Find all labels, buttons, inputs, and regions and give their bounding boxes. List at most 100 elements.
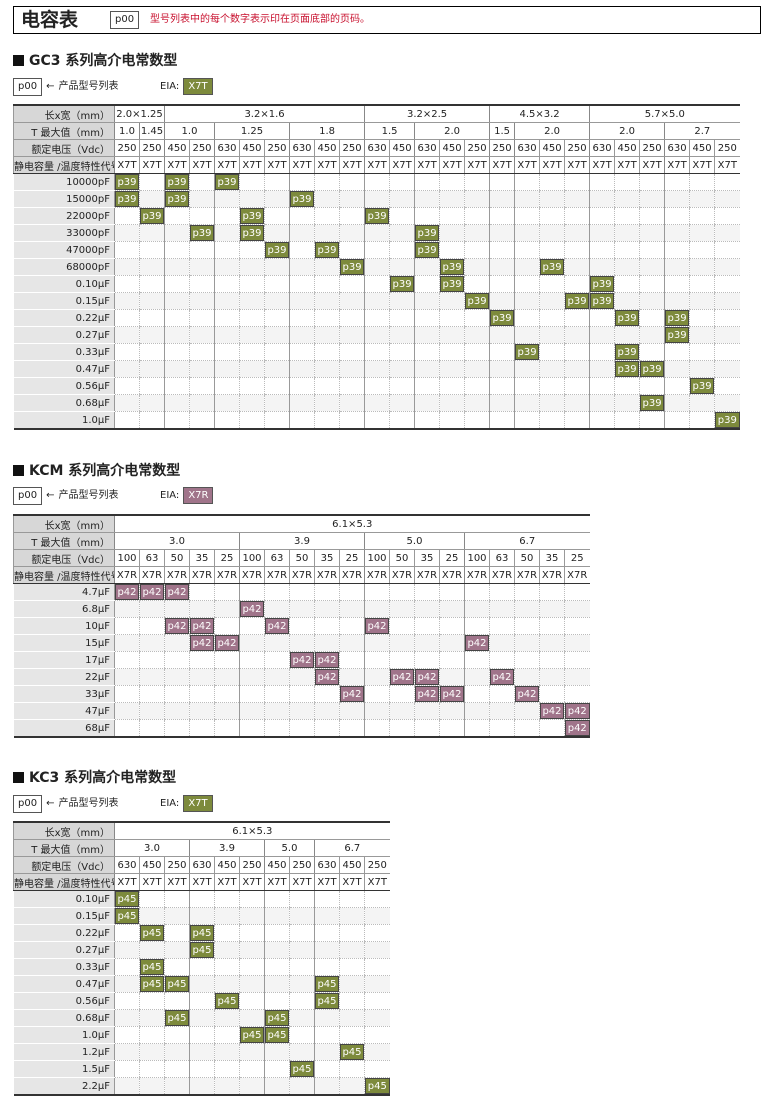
page-ref-chip[interactable]: p42 xyxy=(240,601,264,617)
page-ref-chip[interactable]: p42 xyxy=(540,703,564,719)
page-ref-chip[interactable]: p45 xyxy=(265,1027,289,1043)
page-ref-chip[interactable]: p42 xyxy=(365,618,389,634)
table-row: 0.22μF p39 p39 p39 xyxy=(13,309,740,327)
page-ref-chip[interactable]: p45 xyxy=(165,1010,189,1026)
page-ref-chip[interactable]: p39 xyxy=(515,344,540,360)
table-cell: p42 xyxy=(314,668,340,686)
page-ref-chip[interactable]: p39 xyxy=(640,361,665,377)
page-ref-chip[interactable]: p42 xyxy=(465,635,489,651)
page-ref-chip[interactable]: p39 xyxy=(615,310,640,326)
page-ref-chip[interactable]: p39 xyxy=(665,327,690,343)
page-ref-chip[interactable]: p39 xyxy=(565,293,590,309)
page-ref-chip[interactable]: p42 xyxy=(440,686,464,702)
page-ref-chip[interactable]: p45 xyxy=(140,925,164,941)
page-ref-chip[interactable]: p39 xyxy=(540,259,565,275)
page-ref-chip[interactable]: p45 xyxy=(340,1044,364,1060)
page-ref-chip[interactable]: p39 xyxy=(665,310,690,326)
page-ref-chip[interactable]: p39 xyxy=(240,225,264,241)
eia-label: EIA: X7R xyxy=(160,487,214,504)
table-cell xyxy=(589,411,615,430)
page-ref-chip[interactable]: p39 xyxy=(290,191,314,207)
table-cell xyxy=(464,411,490,430)
page-ref-chip[interactable]: p45 xyxy=(140,959,164,975)
row-header-label: 长x宽（mm） xyxy=(13,515,115,533)
page-ref-chip[interactable]: p45 xyxy=(315,993,339,1009)
page-ref-chip[interactable]: p42 xyxy=(315,669,339,685)
page-ref-chip[interactable]: p39 xyxy=(615,344,640,360)
page-ref-chip[interactable]: p45 xyxy=(165,976,189,992)
page-ref-chip[interactable]: p45 xyxy=(115,891,139,907)
page-ref-chip[interactable]: p42 xyxy=(265,618,289,634)
page-ref-chip[interactable]: p42 xyxy=(565,720,590,736)
page-ref-chip[interactable]: p39 xyxy=(715,412,740,428)
table-cell xyxy=(564,258,590,276)
page-ref-chip[interactable]: p39 xyxy=(415,242,440,258)
page-ref-chip[interactable]: p45 xyxy=(190,925,214,941)
table-cell xyxy=(714,326,740,344)
page-ref-chip[interactable]: p39 xyxy=(165,174,189,190)
page-ref-chip[interactable]: p39 xyxy=(240,208,264,224)
table-cell xyxy=(264,958,290,976)
table-cell xyxy=(338,377,365,395)
capacitance-label: 22μF xyxy=(13,668,115,686)
table-cell xyxy=(314,702,340,720)
page-ref-chip[interactable]: p39 xyxy=(615,361,640,377)
page-ref-chip[interactable]: p42 xyxy=(315,652,339,668)
table-cell xyxy=(539,600,565,618)
voltage-row-cell: 250 xyxy=(289,856,315,874)
page-ref-chip[interactable]: p42 xyxy=(290,652,314,668)
table-cell xyxy=(464,651,490,669)
table-cell xyxy=(164,1026,190,1044)
page-ref-chip[interactable]: p45 xyxy=(115,908,139,924)
page-ref-chip[interactable]: p42 xyxy=(165,618,189,634)
page-ref-chip[interactable]: p42 xyxy=(415,669,439,685)
page-ref-chip[interactable]: p39 xyxy=(390,276,415,292)
temp-code-row-cell: X7T xyxy=(489,156,515,174)
page-ref-chip[interactable]: p39 xyxy=(115,191,139,207)
page-ref-chip[interactable]: p45 xyxy=(315,976,339,992)
page-ref-chip[interactable]: p39 xyxy=(590,293,615,309)
table-cell xyxy=(489,617,515,635)
page-ref-chip[interactable]: p45 xyxy=(190,942,214,958)
page-ref-chip[interactable]: p45 xyxy=(140,976,164,992)
page-ref-chip[interactable]: p39 xyxy=(215,174,239,190)
page-ref-chip[interactable]: p39 xyxy=(690,378,715,394)
page-ref-chip[interactable]: p45 xyxy=(290,1061,314,1077)
page-ref-chip[interactable]: p39 xyxy=(590,276,615,292)
page-ref-chip[interactable]: p42 xyxy=(490,669,514,685)
page-ref-chip[interactable]: p45 xyxy=(265,1010,289,1026)
page-ref-chip[interactable]: p39 xyxy=(415,225,440,241)
table-cell xyxy=(389,651,415,669)
page-ref-chip[interactable]: p39 xyxy=(365,208,390,224)
page-ref-chip[interactable]: p39 xyxy=(190,225,214,241)
page-ref-chip[interactable]: p45 xyxy=(215,993,239,1009)
page-ref-chip[interactable]: p39 xyxy=(315,242,339,258)
page-ref-chip[interactable]: p42 xyxy=(390,669,414,685)
page-ref-chip[interactable]: p42 xyxy=(215,635,239,651)
page-ref-chip[interactable]: p39 xyxy=(115,174,139,190)
table-cell xyxy=(339,941,365,959)
table-cell xyxy=(264,907,290,925)
page-ref-chip[interactable]: p45 xyxy=(365,1078,390,1094)
page-ref-chip[interactable]: p42 xyxy=(415,686,439,702)
page-ref-chip[interactable]: p39 xyxy=(165,191,189,207)
page-ref-chip[interactable]: p42 xyxy=(190,635,214,651)
page-ref-chip[interactable]: p42 xyxy=(515,686,539,702)
capacitance-label: 0.56μF xyxy=(13,992,115,1010)
page-ref-chip[interactable]: p42 xyxy=(190,618,214,634)
table-cell xyxy=(339,617,365,635)
page-ref-chip[interactable]: p42 xyxy=(115,584,139,600)
page-ref-chip[interactable]: p39 xyxy=(490,310,515,326)
page-ref-chip[interactable]: p42 xyxy=(165,584,189,600)
page-ref-chip[interactable]: p42 xyxy=(140,584,164,600)
page-ref-chip[interactable]: p39 xyxy=(340,259,365,275)
page-ref-chip[interactable]: p39 xyxy=(440,259,465,275)
page-ref-chip[interactable]: p39 xyxy=(465,293,490,309)
page-ref-chip[interactable]: p42 xyxy=(565,703,590,719)
page-ref-chip[interactable]: p45 xyxy=(240,1027,264,1043)
page-ref-chip[interactable]: p42 xyxy=(340,686,364,702)
page-ref-chip[interactable]: p39 xyxy=(440,276,465,292)
page-ref-chip[interactable]: p39 xyxy=(265,242,289,258)
page-ref-chip[interactable]: p39 xyxy=(140,208,164,224)
page-ref-chip[interactable]: p39 xyxy=(640,395,665,411)
